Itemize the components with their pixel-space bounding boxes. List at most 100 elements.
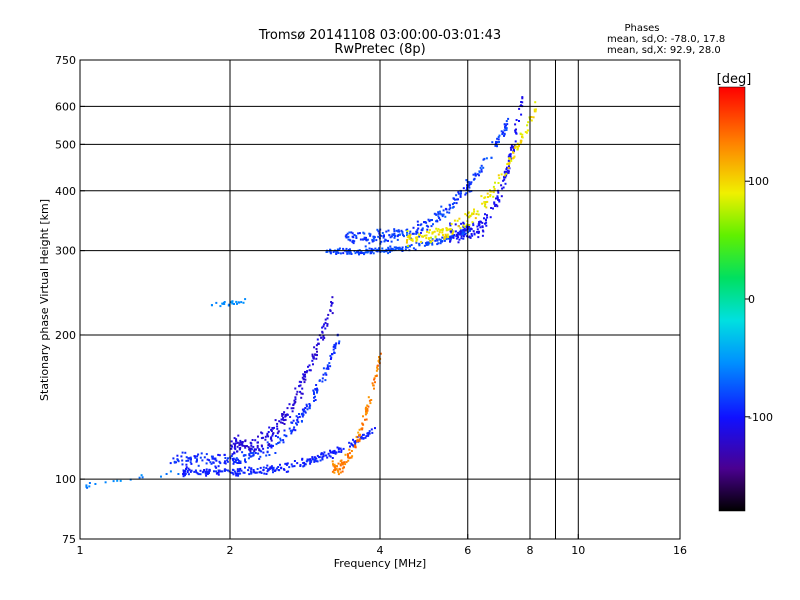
data-point: [492, 185, 495, 188]
data-point: [345, 461, 348, 464]
data-point: [321, 377, 324, 380]
data-point: [473, 233, 476, 236]
data-point: [260, 437, 263, 440]
data-point: [461, 231, 464, 234]
data-point: [462, 235, 465, 238]
data-point: [199, 469, 202, 472]
data-point: [284, 413, 287, 416]
data-point: [292, 403, 295, 406]
data-point: [258, 471, 261, 474]
data-point: [464, 229, 467, 232]
data-point: [530, 119, 533, 122]
data-point: [177, 473, 180, 475]
data-point: [502, 179, 505, 182]
data-point: [469, 182, 472, 185]
data-point: [313, 456, 316, 459]
data-point: [235, 472, 238, 475]
data-point: [513, 155, 516, 158]
data-point: [289, 416, 292, 418]
colorbar-tick-label: 100: [748, 175, 769, 188]
data-point: [372, 252, 375, 255]
data-point: [460, 235, 463, 238]
data-point: [205, 468, 208, 471]
data-point: [515, 132, 518, 135]
data-point: [453, 202, 456, 204]
data-point: [381, 247, 384, 250]
data-point: [416, 236, 419, 239]
data-point: [502, 131, 505, 134]
data-point: [503, 132, 506, 135]
data-point: [283, 468, 286, 471]
data-point: [428, 220, 431, 223]
data-point: [292, 407, 295, 410]
data-point: [507, 171, 510, 174]
data-point: [219, 462, 222, 465]
data-point: [231, 445, 233, 448]
data-point: [185, 456, 188, 459]
data-point: [277, 442, 280, 444]
data-point: [465, 179, 468, 182]
data-point: [311, 458, 314, 461]
data-point: [420, 223, 423, 226]
data-point: [283, 419, 285, 422]
data-point: [316, 338, 319, 341]
data-point: [298, 380, 301, 383]
data-point: [519, 139, 522, 142]
data-point: [412, 247, 415, 250]
data-point: [423, 234, 426, 237]
data-point: [385, 250, 388, 253]
data-point: [483, 201, 486, 204]
data-point: [355, 237, 358, 239]
data-point: [250, 468, 253, 471]
data-point: [470, 181, 473, 184]
data-point: [421, 229, 424, 232]
data-point: [431, 242, 434, 245]
data-point: [457, 191, 460, 194]
data-point: [524, 131, 527, 133]
data-point: [212, 461, 215, 464]
data-point: [297, 421, 300, 424]
data-point: [483, 205, 486, 208]
data-point: [527, 121, 530, 124]
data-point: [455, 198, 458, 201]
data-point: [326, 366, 329, 368]
data-point: [215, 301, 218, 304]
data-point: [337, 252, 340, 254]
data-point: [293, 426, 296, 429]
data-point: [353, 440, 356, 443]
data-point: [497, 138, 500, 141]
data-point: [493, 189, 496, 192]
data-point: [373, 377, 376, 380]
data-point: [383, 235, 385, 238]
data-point: [173, 460, 176, 463]
data-point: [218, 454, 221, 457]
data-point: [465, 232, 467, 235]
data-point: [468, 224, 471, 226]
data-point: [376, 368, 379, 371]
data-point: [378, 356, 380, 358]
data-point: [406, 245, 409, 247]
data-point: [241, 451, 244, 454]
data-point: [496, 195, 499, 198]
data-point: [425, 237, 428, 240]
data-point: [281, 418, 284, 421]
data-point: [237, 434, 240, 437]
data-point: [338, 342, 340, 345]
data-point: [377, 235, 380, 238]
data-point: [444, 236, 447, 239]
data-point: [377, 230, 380, 233]
data-point: [215, 470, 217, 473]
data-point: [247, 446, 250, 449]
data-point: [306, 408, 309, 411]
data-point: [181, 451, 184, 454]
data-point: [244, 458, 246, 461]
data-point: [140, 474, 143, 477]
data-point: [270, 430, 273, 433]
data-point: [449, 224, 452, 227]
data-point: [313, 460, 316, 463]
data-point: [315, 348, 318, 350]
data-point: [208, 459, 211, 462]
data-point: [491, 141, 494, 144]
data-point: [244, 466, 246, 469]
data-point: [239, 472, 242, 475]
